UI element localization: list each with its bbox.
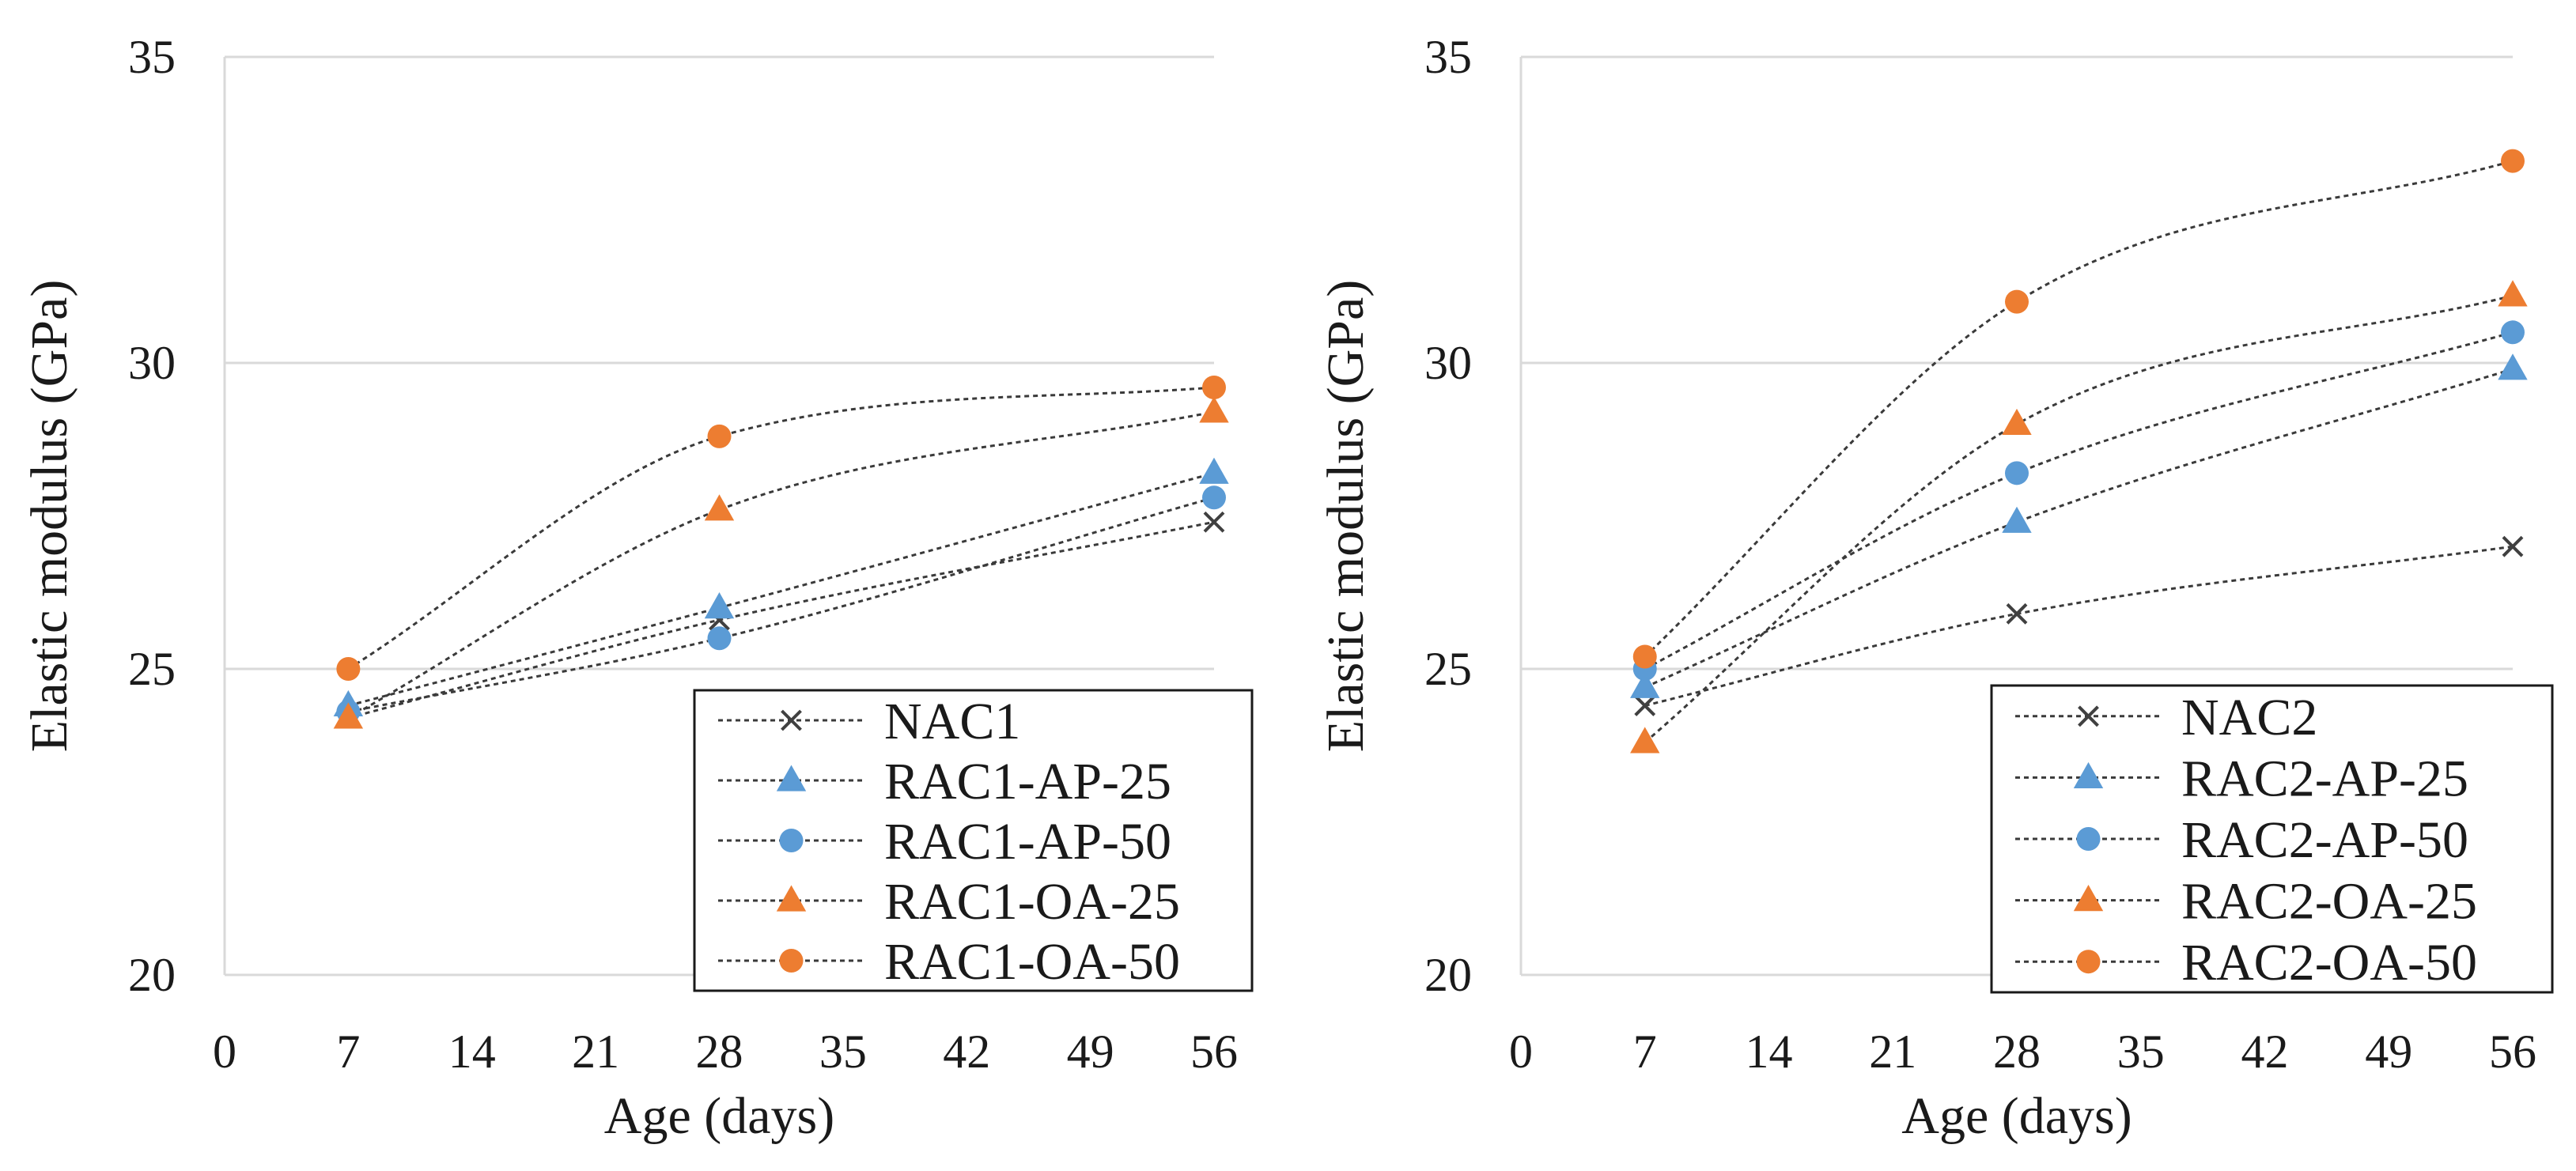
legend-label-2: RAC2-AP-25 [2181, 750, 2468, 807]
data-point-s5-x7 [1632, 644, 1657, 669]
data-point-s2-x28 [704, 592, 735, 619]
y-axis-title: Elastic modulus (GPa) [21, 280, 78, 753]
x-tick-label-56: 56 [1190, 1026, 1238, 1078]
legend-label-3: RAC2-AP-50 [2181, 811, 2468, 869]
y-tick-label-20: 20 [1424, 949, 1472, 1001]
series-line-5 [347, 386, 1215, 670]
data-point-s1-x28 [2006, 602, 2028, 625]
series-line-2 [1644, 368, 2514, 689]
data-point-s4-x7 [333, 702, 364, 729]
x-tick-label-21: 21 [572, 1026, 619, 1078]
data-point-s5-x7 [336, 657, 361, 681]
data-point-s3-x56 [1202, 485, 1226, 510]
x-tick-label-49: 49 [2365, 1026, 2412, 1078]
data-point-s3-x28 [707, 626, 732, 651]
y-tick-label-25: 25 [1424, 643, 1472, 695]
legend-marker-1 [2078, 705, 2099, 727]
y-tick-label-25: 25 [128, 643, 176, 695]
legend-marker-4 [2073, 885, 2104, 912]
y-tick-label-35: 35 [1424, 31, 1472, 83]
data-point-s5-x56 [1202, 375, 1226, 399]
data-point-s4-x7 [1630, 727, 1660, 754]
legend-label-3: RAC1-AP-50 [884, 813, 1171, 871]
series-line-5 [1644, 160, 2514, 658]
data-point-s5-x28 [707, 424, 732, 448]
data-point-s3-x28 [2005, 461, 2029, 485]
x-tick-label-7: 7 [1633, 1026, 1657, 1078]
x-tick-label-28: 28 [696, 1026, 743, 1078]
legend-label-5: RAC2-OA-50 [2181, 934, 2477, 992]
legend-label-4: RAC2-OA-25 [2181, 873, 2477, 931]
data-point-s1-x56 [1203, 511, 1225, 533]
data-point-s5-x28 [2005, 289, 2029, 314]
data-point-s4-x56 [2498, 280, 2528, 307]
x-tick-label-42: 42 [943, 1026, 990, 1078]
y-axis-title: Elastic modulus (GPa) [1317, 280, 1375, 753]
y-tick-label-30: 30 [1424, 337, 1472, 389]
data-point-s2-x56 [1199, 457, 1229, 484]
data-point-s5-x56 [2501, 149, 2525, 173]
x-tick-label-28: 28 [1993, 1026, 2041, 1078]
legend: NAC1RAC1-AP-25RAC1-AP-50RAC1-OA-25RAC1-O… [693, 689, 1254, 992]
y-tick-label-35: 35 [128, 31, 176, 83]
data-point-s2-x7 [1630, 671, 1660, 698]
series-line-2 [347, 471, 1215, 707]
legend-marker-2 [776, 765, 807, 791]
x-tick-label-14: 14 [1746, 1026, 1793, 1078]
legend-marker-2 [2073, 761, 2104, 788]
series-line-3 [348, 496, 1215, 713]
data-point-s2-x28 [2002, 506, 2032, 533]
legend-marker-1 [781, 709, 802, 731]
data-point-s2-x56 [2498, 353, 2528, 380]
x-tick-label-14: 14 [448, 1026, 496, 1078]
data-point-s3-x56 [2501, 320, 2525, 345]
data-point-s1-x7 [1634, 695, 1656, 716]
x-tick-label-56: 56 [2489, 1026, 2536, 1078]
x-tick-label-42: 42 [2241, 1026, 2289, 1078]
x-tick-label-35: 35 [819, 1026, 867, 1078]
data-point-s4-x28 [704, 494, 735, 521]
legend-label-4: RAC1-OA-25 [884, 873, 1180, 931]
x-axis-title: Age (days) [604, 1087, 834, 1145]
legend-label-1: NAC1 [884, 693, 1020, 750]
y-tick-label-20: 20 [128, 949, 176, 1001]
legend-marker-5 [2076, 950, 2101, 974]
series-line-1 [1644, 545, 2514, 707]
data-point-s4-x28 [2002, 408, 2032, 435]
chart-panel-1: 20 25 30 35 0 7 14 21 28 35 42 49 56 Age (days) Elasti… [21, 31, 1254, 1145]
x-tick-label-0: 0 [213, 1026, 236, 1078]
legend-marker-3 [779, 829, 804, 852]
legend-marker-3 [2076, 827, 2101, 851]
legend-label-1: NAC2 [2181, 689, 2317, 746]
x-tick-label-49: 49 [1067, 1026, 1114, 1078]
legend: NAC2RAC2-AP-25RAC2-AP-50RAC2-OA-25RAC2-O… [1990, 684, 2554, 994]
y-tick-label-30: 30 [128, 337, 176, 389]
x-axis-title: Age (days) [1901, 1087, 2132, 1145]
legend-marker-5 [779, 949, 804, 973]
x-tick-label-7: 7 [336, 1026, 360, 1078]
data-point-s1-x56 [2502, 535, 2524, 557]
chart-panel-2: 20 25 30 35 0 7 14 21 28 35 42 49 56 Age (days) Elasti… [1317, 31, 2554, 1145]
legend-marker-4 [776, 885, 807, 912]
legend-label-2: RAC1-AP-25 [884, 753, 1171, 810]
x-tick-label-21: 21 [1869, 1026, 1916, 1078]
x-tick-label-35: 35 [2117, 1026, 2165, 1078]
legend-label-5: RAC1-OA-50 [884, 933, 1180, 991]
data-point-s4-x56 [1199, 396, 1229, 423]
x-tick-label-0: 0 [1509, 1026, 1533, 1078]
